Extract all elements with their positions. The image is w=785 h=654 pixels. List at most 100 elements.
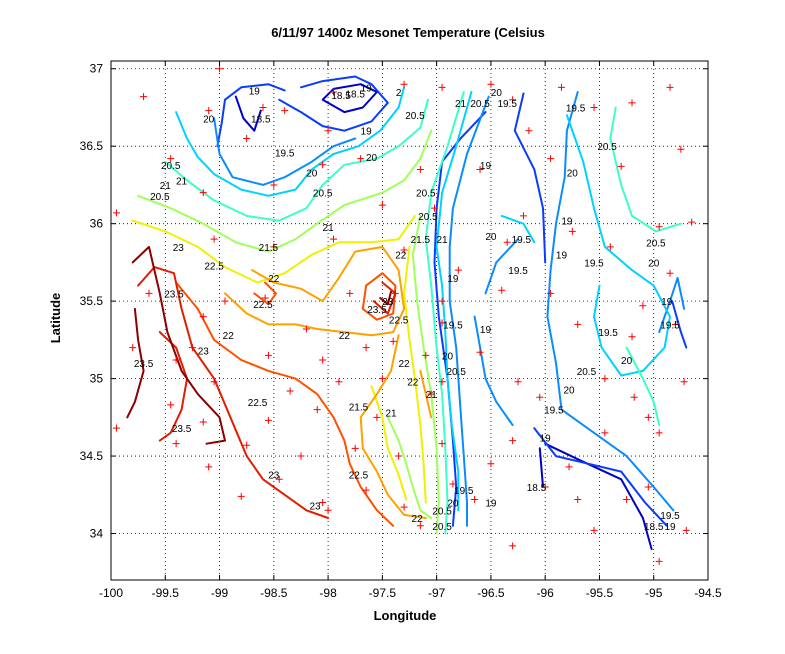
- contour-value-label: 19: [661, 297, 673, 308]
- station-marker: [639, 302, 647, 310]
- station-marker: [112, 424, 120, 432]
- contour-value-label: 22.5: [389, 316, 409, 327]
- contour-value-label: 20.5: [432, 506, 452, 517]
- contour-line: [411, 214, 440, 535]
- station-marker: [655, 557, 663, 565]
- contour-value-label: 21: [176, 176, 188, 187]
- contour-value-label: 23.5: [134, 359, 154, 370]
- contour-value-label: 19.5: [497, 99, 517, 110]
- station-marker: [536, 393, 544, 401]
- station-marker: [449, 480, 457, 488]
- station-marker: [680, 378, 688, 386]
- station-marker: [275, 475, 283, 483]
- station-marker: [243, 134, 251, 142]
- contour-value-label: 22: [268, 274, 280, 285]
- x-tick-label: -98.5: [260, 586, 288, 600]
- station-marker: [221, 297, 229, 305]
- station-marker: [324, 506, 332, 514]
- contour-line: [419, 369, 433, 419]
- contour-line: [403, 245, 427, 504]
- contour-value-label: 20: [447, 499, 459, 510]
- station-marker: [476, 348, 484, 356]
- contour-value-label: 19.5: [512, 235, 532, 246]
- station-marker: [167, 155, 175, 163]
- contour-value-label: 19.5: [443, 320, 463, 331]
- station-marker: [216, 65, 224, 73]
- contour-value-label: 20: [485, 232, 497, 243]
- station-marker: [509, 542, 517, 550]
- station-marker: [199, 189, 207, 197]
- station-marker: [509, 437, 517, 445]
- x-tick-label: -99.5: [152, 586, 180, 600]
- station-marker: [547, 289, 555, 297]
- contour-line: [175, 281, 395, 527]
- station-marker: [547, 155, 555, 163]
- contour-value-label: 19: [556, 251, 568, 262]
- station-marker: [362, 344, 370, 352]
- station-marker: [330, 88, 338, 96]
- contour-line: [372, 281, 397, 315]
- contour-line: [137, 266, 330, 519]
- station-marker: [671, 320, 679, 328]
- contour-value-label: 21: [323, 223, 335, 234]
- contour-value-label: 20: [567, 169, 579, 180]
- contour-value-label: 23.5: [172, 424, 192, 435]
- contour-value-label: 19.5: [584, 258, 604, 269]
- contour-line: [131, 245, 226, 445]
- station-marker: [422, 351, 430, 359]
- station-marker: [509, 96, 517, 104]
- contour-value-label: 20: [366, 153, 378, 164]
- contour-line: [513, 92, 547, 264]
- station-marker: [362, 486, 370, 494]
- station-marker: [129, 344, 137, 352]
- contour-value-label: 21: [455, 99, 467, 110]
- station-marker: [237, 492, 245, 500]
- station-marker: [628, 99, 636, 107]
- contour-value-label: 18.5: [345, 90, 365, 101]
- station-marker: [471, 495, 479, 503]
- station-marker: [199, 313, 207, 321]
- contour-value-label: 19: [480, 161, 492, 172]
- contour-value-label: 21: [385, 409, 397, 420]
- contour-value-label: 20.5: [161, 161, 181, 172]
- station-marker: [259, 103, 267, 111]
- station-marker: [416, 165, 424, 173]
- y-tick-label: 37: [90, 62, 104, 76]
- contour-value-label: 20.5: [470, 99, 490, 110]
- contour-line: [435, 91, 473, 512]
- station-marker: [346, 289, 354, 297]
- contour-value-label: 22: [412, 514, 424, 525]
- station-marker: [416, 522, 424, 530]
- contour-value-label: 23.5: [164, 289, 184, 300]
- station-marker: [503, 238, 511, 246]
- contour-value-label: 20: [491, 88, 503, 99]
- station-marker: [519, 212, 527, 220]
- contour-line: [131, 214, 416, 284]
- station-marker: [487, 460, 495, 468]
- station-marker: [541, 483, 549, 491]
- station-marker: [430, 204, 438, 212]
- contour-value-label: 20.5: [150, 192, 170, 203]
- station-marker: [438, 378, 446, 386]
- station-marker: [205, 107, 213, 115]
- y-tick-label: 34.5: [80, 449, 104, 463]
- station-marker: [574, 495, 582, 503]
- station-marker: [601, 429, 609, 437]
- contour-value-label: 2: [396, 88, 402, 99]
- station-marker: [210, 378, 218, 386]
- station-marker: [677, 145, 685, 153]
- contour-value-label: 18.5: [331, 91, 351, 102]
- station-marker: [601, 375, 609, 383]
- contour-value-label: 22.5: [248, 398, 268, 409]
- station-marker: [172, 356, 180, 364]
- station-marker: [210, 235, 218, 243]
- station-marker: [264, 416, 272, 424]
- contour-value-label: 20.5: [418, 212, 438, 223]
- contour-value-label: 20.5: [405, 111, 425, 122]
- contour-value-label: 21: [160, 181, 172, 192]
- contour-line: [164, 98, 429, 222]
- contour-value-label: 20.5: [577, 367, 597, 378]
- station-marker: [617, 162, 625, 170]
- station-marker: [557, 83, 565, 91]
